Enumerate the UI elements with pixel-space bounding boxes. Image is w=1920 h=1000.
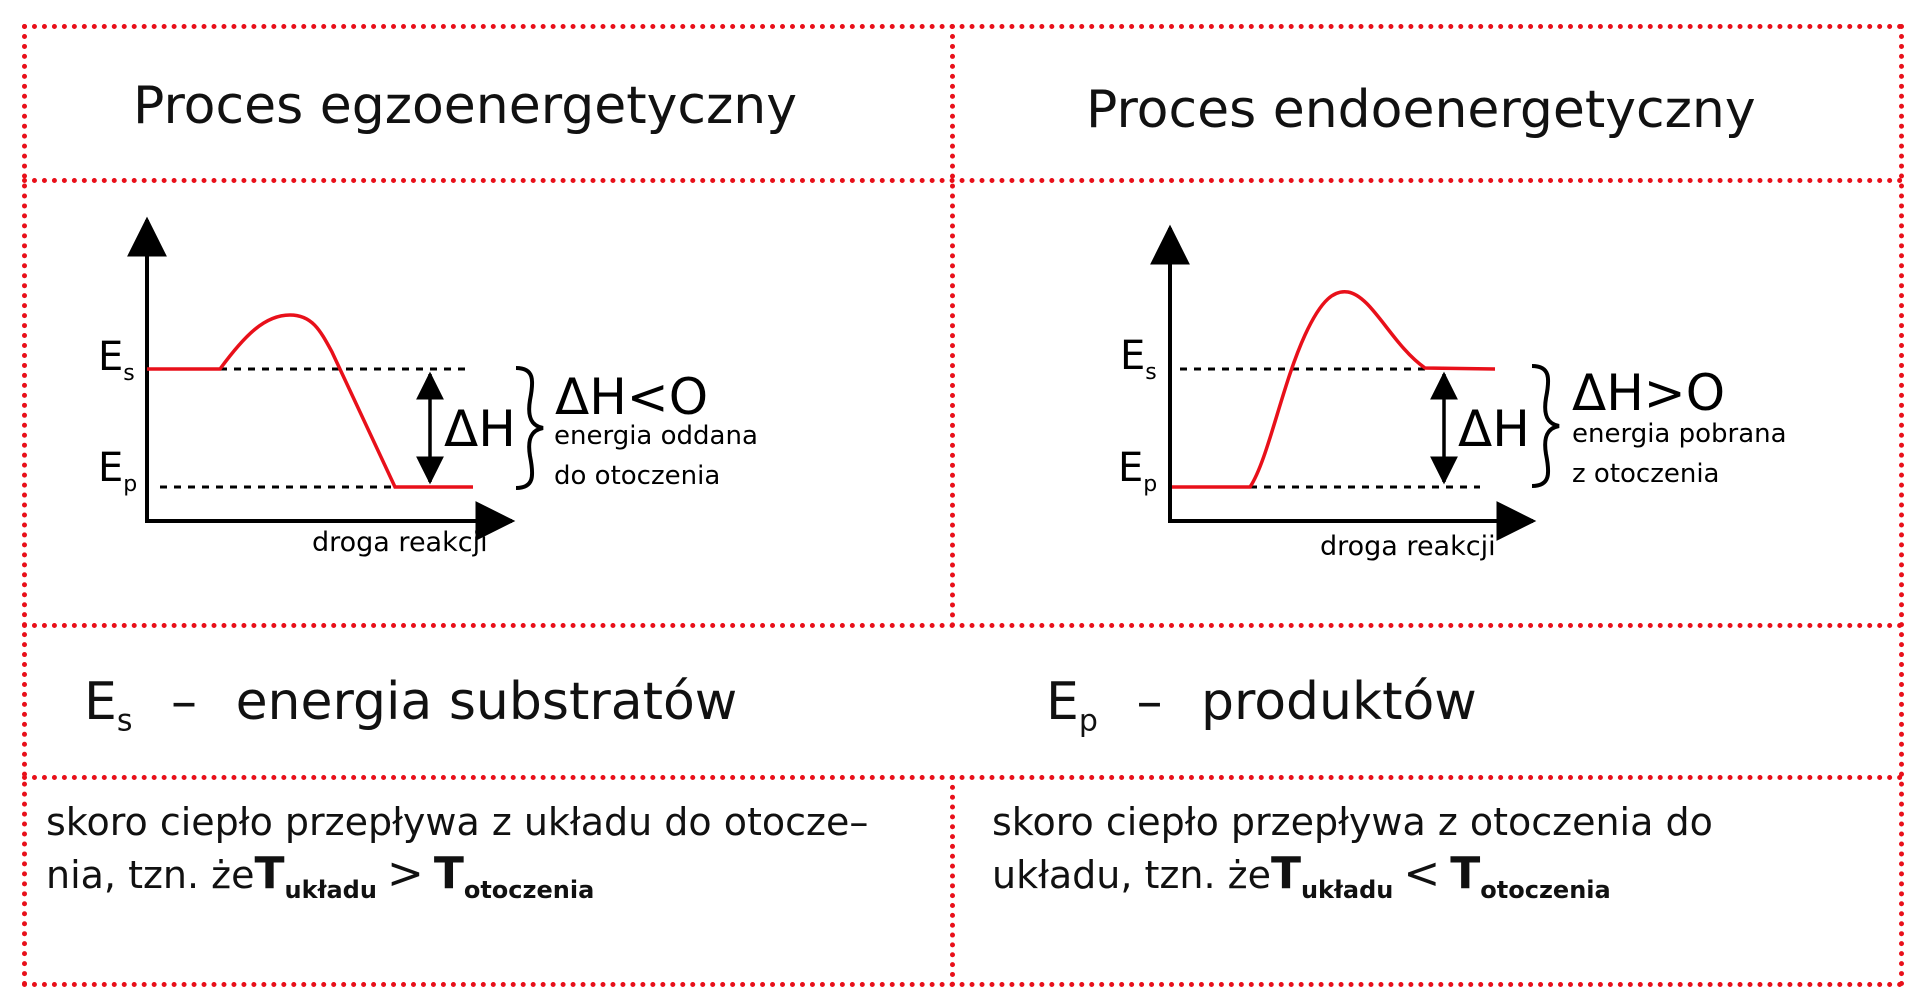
legend-substrates: Es – energia substratów — [84, 672, 737, 738]
es-label: Es — [1120, 333, 1157, 385]
legend-ep-base: E — [1046, 672, 1079, 732]
legend-ep-text: produktów — [1200, 672, 1477, 732]
delta-h-label: ΔH — [1458, 400, 1530, 458]
note-line1: energia oddana — [554, 421, 758, 451]
t-system: Tukładu — [254, 848, 377, 904]
divider-upper — [950, 24, 955, 628]
exothermic-diagram: Es Ep ΔH ΔH<O energia oddana do otoczeni… — [98, 216, 758, 558]
legend-es-base: E — [84, 672, 117, 732]
border-bottom — [22, 982, 1904, 987]
header-exothermic: Proces egzoenergetyczny — [133, 76, 797, 136]
note-line2: do otoczenia — [554, 461, 720, 491]
legend-ep-sub: p — [1078, 703, 1098, 739]
t-surroundings: Totoczenia — [1450, 848, 1611, 904]
note-line1: energia pobrana — [1572, 419, 1787, 449]
x-axis-label: droga reakcji — [1320, 531, 1496, 562]
endo-line2-prefix: układu, tzn. że — [992, 853, 1271, 897]
ep-label: Ep — [1118, 445, 1157, 497]
legend-ep-dash: – — [1136, 672, 1163, 732]
legend-es-text: energia substratów — [235, 672, 738, 732]
reaction-curve — [1172, 289, 1496, 489]
t-surroundings: Totoczenia — [433, 848, 595, 904]
es-label: Es — [98, 334, 135, 386]
endothermic-explanation: skoro ciepło przepływa z otoczenia do uk… — [992, 796, 1713, 916]
exo-line1: skoro ciepło przepływa z układu do otocz… — [46, 800, 869, 844]
border-left — [22, 24, 27, 987]
border-row3 — [22, 775, 1904, 780]
legend-es-sub: s — [116, 703, 133, 739]
delta-h-label: ΔH — [444, 400, 516, 458]
note-line2: z otoczenia — [1572, 459, 1720, 489]
border-row2 — [22, 623, 1904, 628]
exothermic-explanation: skoro ciepło przepływa z układu do otocz… — [46, 796, 868, 916]
curly-brace — [515, 366, 544, 490]
reaction-curve — [147, 313, 473, 489]
border-top — [22, 24, 1904, 29]
endo-line1: skoro ciepło przepływa z otoczenia do — [992, 800, 1713, 844]
ep-label: Ep — [98, 445, 137, 497]
relation-label: ΔH>O — [1572, 364, 1725, 422]
x-axis-label: droga reakcji — [312, 527, 488, 558]
legend-es-dash: – — [171, 672, 198, 732]
relation-label: ΔH<O — [555, 368, 708, 426]
legend-products: Ep – produktów — [1046, 672, 1477, 738]
endothermic-diagram: Es Ep ΔH ΔH>O energia pobrana z otoczeni… — [1118, 224, 1787, 562]
border-row1 — [22, 178, 1904, 183]
endo-comparator: < — [1403, 848, 1441, 899]
curly-brace — [1531, 364, 1560, 488]
exo-comparator: > — [386, 848, 424, 899]
exo-line2: nia, tzn. żeTukładu > Totoczenia — [46, 848, 868, 916]
exo-line2-prefix: nia, tzn. że — [46, 853, 255, 897]
divider-lower — [950, 775, 955, 987]
endo-line2: układu, tzn. żeTukładu < Totoczenia — [992, 848, 1713, 916]
border-right — [1899, 24, 1904, 987]
header-endothermic: Proces endoenergetyczny — [1086, 80, 1756, 140]
t-system: Tukładu — [1270, 848, 1394, 904]
